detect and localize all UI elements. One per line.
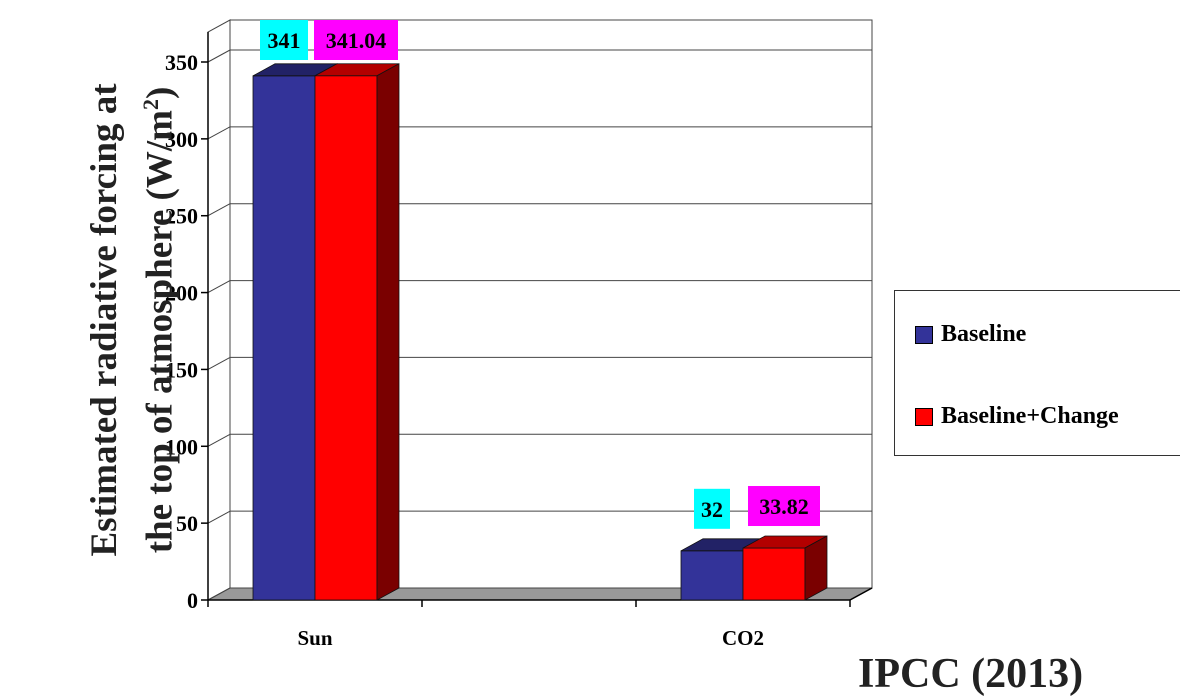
gridline-side bbox=[207, 126, 231, 140]
y-axis-label: Estimated radiative forcing at the top o… bbox=[82, 0, 183, 640]
y-tick-label: 150 bbox=[165, 357, 198, 382]
x-axis-end bbox=[849, 587, 873, 601]
data-label-background bbox=[694, 488, 730, 529]
data-label-text: 341 bbox=[268, 28, 301, 53]
bar-side-face bbox=[804, 535, 828, 601]
y-tick-label: 0 bbox=[187, 588, 198, 613]
bar-side-face bbox=[376, 63, 400, 601]
y-axis-label-line1: Estimated radiative forcing at bbox=[84, 83, 125, 557]
legend-label-baseline: Baseline bbox=[941, 321, 1027, 347]
gridline-side bbox=[207, 510, 231, 524]
x-tick-label: CO2 bbox=[722, 626, 764, 650]
data-label: 32 bbox=[694, 488, 730, 529]
legend-swatch-baseline-change bbox=[915, 407, 933, 426]
y-tick-label: 200 bbox=[165, 281, 198, 306]
bar-baseline-change-co2 bbox=[742, 547, 806, 601]
data-label-background bbox=[748, 486, 820, 527]
y-axis-label-superscript: 2 bbox=[138, 99, 163, 111]
legend-item-baseline-change: Baseline+Change bbox=[915, 403, 1119, 430]
bar-baseline-co2 bbox=[680, 550, 744, 601]
gridline-side bbox=[207, 433, 231, 447]
bar-baseline-change-sun bbox=[314, 75, 378, 601]
legend-label-baseline-change: Baseline+Change bbox=[941, 403, 1119, 429]
y-tick-label: 250 bbox=[165, 204, 198, 229]
legend-item-baseline: Baseline bbox=[915, 321, 1026, 348]
gridline-side bbox=[207, 49, 231, 63]
data-label: 33.82 bbox=[748, 486, 820, 527]
x-tick-label: Sun bbox=[297, 626, 332, 650]
data-label: 341.04 bbox=[314, 20, 398, 60]
gridline-side bbox=[207, 203, 231, 217]
y-axis-label-line2: the top of atmosphere (W/m2) bbox=[128, 0, 183, 640]
data-label-background bbox=[314, 20, 398, 60]
source-citation: IPCC (2013) bbox=[858, 651, 1084, 697]
data-label-text: 33.82 bbox=[759, 494, 809, 519]
y-tick-label: 350 bbox=[165, 50, 198, 75]
y-axis-label-end: ) bbox=[139, 86, 181, 100]
data-label-background bbox=[260, 20, 308, 60]
data-label-text: 341.04 bbox=[326, 28, 387, 53]
bars bbox=[252, 63, 828, 601]
gridline-side bbox=[207, 280, 231, 294]
y-tick-label: 50 bbox=[176, 511, 198, 536]
gridline-side bbox=[207, 356, 231, 370]
axes: 0 50 100 150 200 250 300 350 Sun CO2 bbox=[165, 32, 873, 650]
y-tick-label: 300 bbox=[165, 127, 198, 152]
legend: Baseline Baseline+Change bbox=[894, 290, 1180, 456]
legend-swatch-baseline bbox=[915, 325, 933, 344]
bar-baseline-sun bbox=[252, 75, 316, 601]
data-label: 341 bbox=[260, 20, 308, 60]
data-labels: 341 32 341.04 33.82 bbox=[260, 20, 820, 529]
data-label-text: 32 bbox=[701, 497, 723, 522]
y-axis-label-line2-text: the top of atmosphere (W/m bbox=[139, 110, 181, 554]
y-tick-label: 100 bbox=[165, 434, 198, 459]
